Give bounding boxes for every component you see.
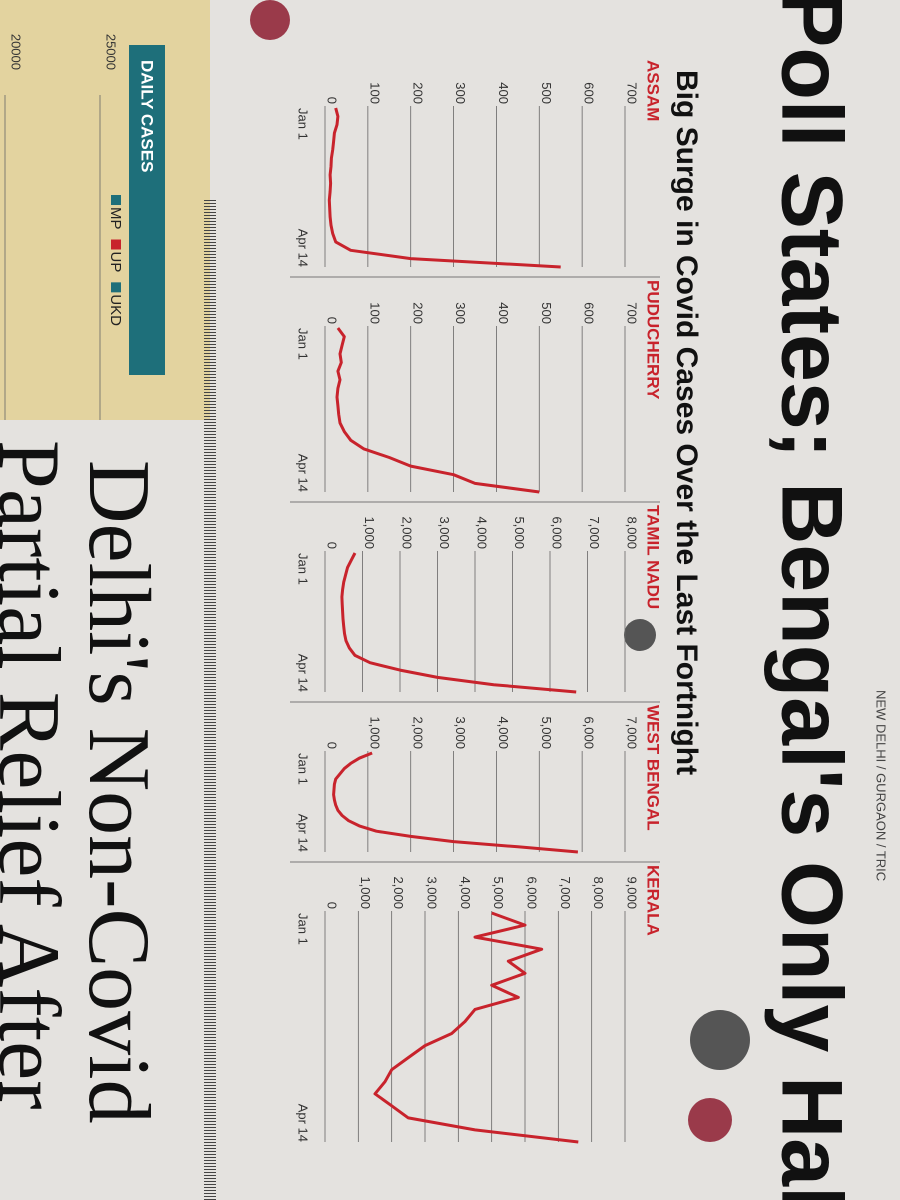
data-line bbox=[327, 107, 561, 269]
y-tick-label: 200 bbox=[410, 82, 425, 104]
y-tick-label: 1,000 bbox=[362, 516, 377, 549]
x-tick-label: Apr 14 bbox=[296, 654, 311, 692]
y-tick-label: 300 bbox=[453, 302, 468, 324]
title-band bbox=[129, 45, 165, 375]
x-tick-label: Jan 1 bbox=[296, 913, 311, 945]
legend-swatch bbox=[111, 195, 121, 205]
y-tick-label: 8,000 bbox=[591, 876, 606, 909]
virus-icon bbox=[688, 1098, 732, 1142]
y-tick-label: 7,000 bbox=[587, 516, 602, 549]
virus-icon bbox=[690, 1010, 750, 1070]
chart-title: PUDUCHERRY bbox=[644, 280, 663, 400]
y-tick-label: 20000 bbox=[9, 34, 24, 70]
y-tick-label: 1,000 bbox=[367, 716, 382, 749]
legend-label: UP bbox=[107, 252, 124, 273]
chart-title: WEST BENGAL bbox=[644, 705, 663, 831]
legend-swatch bbox=[111, 282, 121, 293]
x-tick-label: Jan 1 bbox=[296, 328, 311, 360]
y-tick-label: 2,000 bbox=[391, 876, 406, 909]
data-line bbox=[332, 751, 579, 854]
y-tick-label: 9,000 bbox=[625, 876, 640, 909]
headline: Poll States; Bengal's Only Hal bbox=[763, 0, 859, 1200]
virus-icon bbox=[250, 0, 290, 40]
chart-title: ASSAM bbox=[644, 60, 663, 121]
y-tick-label: 0 bbox=[325, 317, 340, 324]
x-tick-label: Apr 14 bbox=[296, 1104, 311, 1142]
x-tick-label: Jan 1 bbox=[296, 108, 311, 140]
chart-title: TAMIL NADU bbox=[644, 505, 663, 609]
y-tick-label: 2,000 bbox=[410, 716, 425, 749]
data-line bbox=[373, 911, 579, 1144]
x-tick-label: Jan 1 bbox=[296, 553, 311, 585]
y-tick-label: 8,000 bbox=[625, 516, 640, 549]
y-tick-label: 1,000 bbox=[358, 876, 373, 909]
headline: Delhi's Non-Covid bbox=[70, 460, 167, 1124]
chart-title: KERALA bbox=[644, 865, 663, 936]
y-tick-label: 0 bbox=[325, 742, 340, 749]
y-tick-label: 25000 bbox=[104, 34, 119, 70]
y-tick-label: 5,000 bbox=[491, 876, 506, 909]
data-line bbox=[335, 327, 540, 494]
y-tick-label: 500 bbox=[539, 302, 554, 324]
y-tick-label: 500 bbox=[539, 82, 554, 104]
y-tick-label: 100 bbox=[367, 302, 382, 324]
y-tick-label: 600 bbox=[582, 302, 597, 324]
y-tick-label: 4,000 bbox=[458, 876, 473, 909]
data-line bbox=[340, 552, 577, 694]
y-tick-label: 0 bbox=[325, 902, 340, 909]
y-tick-label: 6,000 bbox=[525, 876, 540, 909]
x-tick-label: Apr 14 bbox=[296, 229, 311, 267]
y-tick-label: 6,000 bbox=[582, 716, 597, 749]
y-tick-label: 0 bbox=[325, 542, 340, 549]
y-tick-label: 0 bbox=[325, 97, 340, 104]
y-tick-label: 400 bbox=[496, 82, 511, 104]
y-tick-label: 400 bbox=[496, 302, 511, 324]
y-tick-label: 200 bbox=[410, 302, 425, 324]
dateline: NEW DELHI / GURGAON / TRIC bbox=[874, 690, 889, 881]
legend-label: UKD bbox=[107, 294, 124, 326]
y-tick-label: 4,000 bbox=[475, 516, 490, 549]
y-tick-label: 6,000 bbox=[550, 516, 565, 549]
y-tick-label: 2,000 bbox=[400, 516, 415, 549]
headline: Partial Relief After bbox=[0, 440, 77, 1110]
legend-swatch bbox=[111, 239, 121, 250]
x-tick-label: Jan 1 bbox=[296, 753, 311, 785]
x-tick-label: Apr 14 bbox=[296, 454, 311, 492]
y-tick-label: 4,000 bbox=[496, 716, 511, 749]
legend-label: MP bbox=[107, 207, 124, 230]
y-tick-label: 3,000 bbox=[425, 876, 440, 909]
y-tick-label: 600 bbox=[582, 82, 597, 104]
y-tick-label: 3,000 bbox=[437, 516, 452, 549]
y-tick-label: 100 bbox=[367, 82, 382, 104]
panel-title: Big Surge in Covid Cases Over the Last F… bbox=[670, 70, 703, 775]
y-tick-label: 700 bbox=[625, 82, 640, 104]
y-tick-label: 5,000 bbox=[512, 516, 527, 549]
y-tick-label: 7,000 bbox=[625, 716, 640, 749]
x-tick-label: Apr 14 bbox=[296, 814, 311, 852]
y-tick-label: 3,000 bbox=[453, 716, 468, 749]
y-tick-label: 5,000 bbox=[539, 716, 554, 749]
y-tick-label: 7,000 bbox=[558, 876, 573, 909]
y-tick-label: 300 bbox=[453, 82, 468, 104]
virus-icon bbox=[624, 619, 656, 651]
y-tick-label: 700 bbox=[625, 302, 640, 324]
chart-title: DAILY CASES bbox=[138, 60, 157, 172]
